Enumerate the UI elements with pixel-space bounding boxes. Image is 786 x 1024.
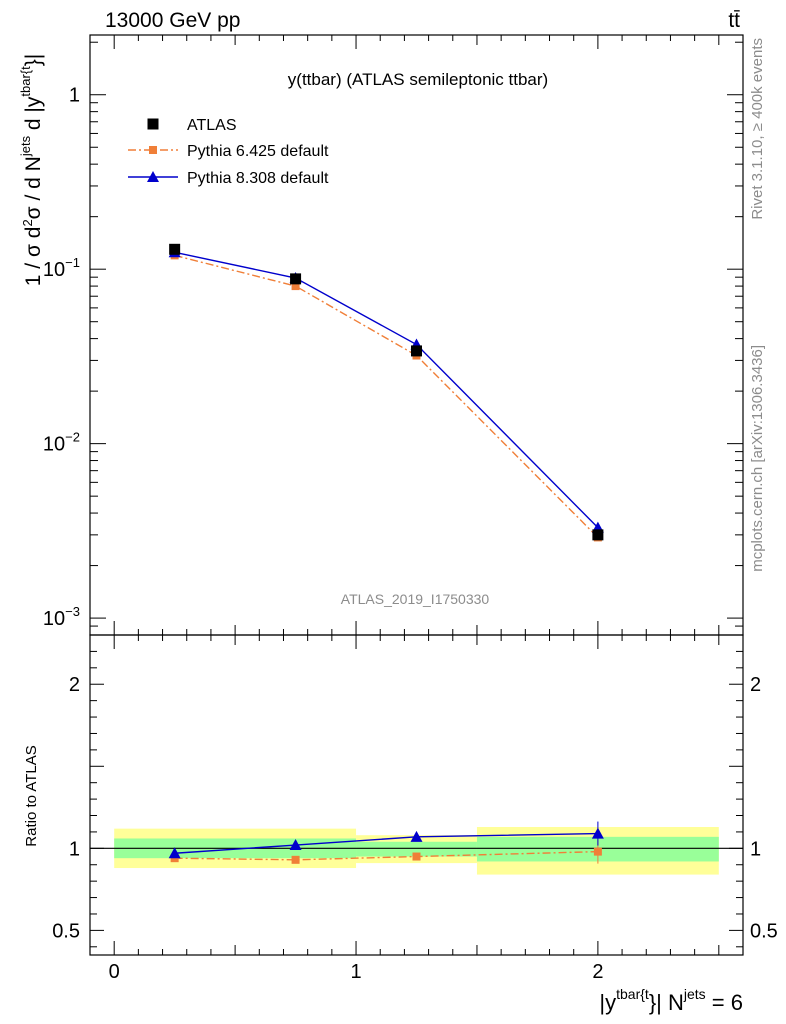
data-point [411, 345, 422, 357]
ratio-point [291, 855, 300, 864]
ratio-band-green [356, 841, 477, 857]
header-left: 13000 GeV pp [105, 9, 240, 32]
legend-label: ATLAS [187, 117, 237, 134]
series-line-1 [174, 254, 599, 538]
ratio-point [168, 847, 181, 859]
rivet-label: Rivet 3.1.10, ≥ 400k events [749, 38, 766, 220]
ratio-point [289, 839, 302, 851]
y-tick-label: 2 [69, 674, 80, 696]
legend-marker [149, 146, 157, 154]
data-point [291, 282, 300, 291]
mcplots-label: mcplots.cern.ch [arXiv:1306.3436] [749, 345, 766, 572]
ratio-y-axis-label: Ratio to ATLAS [23, 745, 40, 846]
y-tick-label: 0.5 [52, 920, 80, 942]
y-tick-label-right: 2 [750, 674, 761, 696]
x-tick-label: 2 [592, 961, 603, 983]
ratio-panel: Ratio to ATLAS |ytbar{t}| Njets = 6 0 1 2 0… [23, 621, 778, 1015]
main-y-axis-label: 1 / σ d2σ / d Njets d |ytbar{t}| [18, 54, 45, 286]
ratio-point [412, 852, 421, 861]
data-point [290, 273, 302, 285]
ratio-point [410, 830, 423, 842]
ratio-frame [89, 634, 744, 956]
x-tick-label: 1 [350, 961, 361, 983]
y-tick-label: 1 [69, 85, 80, 107]
y-tick-label: 10−3 [43, 604, 80, 630]
series-line-2 [174, 251, 599, 529]
main-title: y(ttbar) (ATLAS semileptonic ttbar) [288, 70, 548, 89]
legend-label: Pythia 6.425 default [187, 143, 329, 160]
ratio-point [591, 827, 604, 839]
data-point [169, 243, 181, 255]
legend-label: Pythia 8.308 default [187, 170, 329, 187]
legend: ATLAS Pythia 6.425 default Pythia 8.308 de… [128, 117, 329, 187]
y-tick-label: 1 [69, 838, 80, 860]
legend-marker [147, 118, 159, 130]
header-right: tt̄ [728, 9, 740, 32]
ratio-point [593, 847, 602, 856]
ratio-line-1 [174, 832, 598, 854]
watermark: ATLAS_2019_I1750330 [341, 591, 490, 607]
y-tick-label-right: 0.5 [750, 920, 778, 942]
main-panel: y(ttbar) (ATLAS semileptonic ttbar) ATLA… [18, 34, 744, 636]
legend-marker [147, 171, 159, 182]
ratio-line-0 [174, 850, 598, 861]
x-tick-label: 0 [109, 961, 120, 983]
y-tick-label: 10−2 [43, 430, 80, 456]
x-axis-label: |ytbar{t}| Njets = 6 [599, 986, 743, 1015]
svg-text:1 / σ d2σ / d Njets d |ytbar{t: 1 / σ d2σ / d Njets d |ytbar{t}| [18, 54, 45, 286]
data-point [592, 529, 604, 541]
svg-text:|ytbar{t}| Njets = 6: |ytbar{t}| Njets = 6 [599, 986, 743, 1015]
y-tick-label: 10−1 [43, 255, 80, 281]
y-tick-label-right: 1 [750, 838, 761, 860]
